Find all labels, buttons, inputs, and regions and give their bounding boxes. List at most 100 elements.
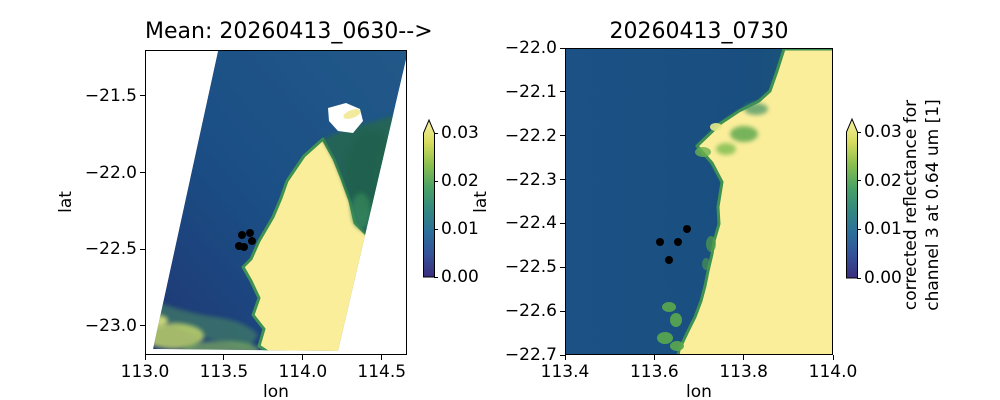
mangrove-patch bbox=[744, 103, 768, 115]
colorbar-left bbox=[423, 118, 435, 278]
colorbar-tick-mark bbox=[434, 180, 438, 182]
gulf-deep-patch bbox=[346, 131, 396, 211]
data-point-marker bbox=[682, 224, 691, 233]
y-tick-label: −22.6 bbox=[504, 301, 557, 322]
y-tick-label: −22.1 bbox=[504, 81, 557, 102]
x-tick-label: 114.0 bbox=[808, 362, 858, 382]
x-tick-mark bbox=[832, 355, 834, 360]
colorbar-tick-mark bbox=[434, 228, 438, 230]
coastal-islet bbox=[702, 258, 710, 270]
island-sliver bbox=[343, 109, 361, 119]
y-tick-label: −21.5 bbox=[84, 85, 137, 106]
x-tick-mark bbox=[743, 355, 745, 360]
coastal-islet bbox=[657, 332, 673, 344]
colorbar-tick-mark bbox=[857, 228, 861, 230]
x-tick-label: 113.8 bbox=[719, 362, 768, 382]
plot-title-left: Mean: 20260413_0630--> bbox=[145, 19, 433, 44]
coastal-reflectance-map bbox=[566, 49, 832, 354]
data-point-marker bbox=[238, 230, 247, 239]
yaxis-label-right: lat bbox=[471, 191, 491, 213]
coastal-islet bbox=[670, 341, 684, 351]
y-tick-mark bbox=[139, 248, 145, 250]
colorbar-label: corrected reflectance for channel 3 at 0… bbox=[900, 99, 944, 310]
x-tick-label: 114.5 bbox=[357, 362, 407, 382]
colorbar-tick-label: 0.01 bbox=[864, 219, 902, 240]
y-tick-mark bbox=[559, 266, 565, 268]
x-tick-label: 113.0 bbox=[120, 362, 170, 382]
colorbar-tick-label: 0.02 bbox=[864, 170, 902, 191]
colorbar-tick-mark bbox=[857, 131, 861, 133]
colorbar-tick-mark bbox=[857, 180, 861, 182]
colorbar-tick-mark bbox=[434, 276, 438, 278]
x-tick-label: 114.0 bbox=[278, 362, 328, 382]
colorbar-label-line1: corrected reflectance for bbox=[901, 99, 921, 311]
colorbar-tick-label: 0.03 bbox=[864, 122, 902, 142]
data-point-marker bbox=[673, 237, 682, 246]
x-tick-mark bbox=[144, 355, 146, 360]
y-tick-mark bbox=[559, 310, 565, 312]
x-tick-mark bbox=[564, 355, 566, 360]
turbid-water-streak bbox=[153, 299, 258, 347]
map-axes-right bbox=[565, 48, 833, 355]
y-tick-label: −22.0 bbox=[504, 38, 557, 58]
data-point-marker bbox=[246, 229, 255, 238]
y-tick-mark bbox=[559, 179, 565, 181]
data-point-marker bbox=[239, 243, 248, 252]
data-point-marker bbox=[655, 237, 664, 246]
mangrove-patch bbox=[730, 126, 758, 142]
data-point-marker bbox=[235, 241, 244, 250]
y-tick-mark bbox=[139, 325, 145, 327]
y-tick-label: −22.5 bbox=[84, 239, 137, 260]
y-tick-label: −22.7 bbox=[504, 345, 557, 365]
x-tick-label: 113.6 bbox=[629, 362, 679, 382]
colorbar-tick-label: 0.02 bbox=[441, 171, 479, 191]
y-tick-mark bbox=[559, 222, 565, 224]
map-axes-left bbox=[145, 50, 407, 355]
bright-shoal bbox=[710, 123, 722, 131]
xaxis-label-left: lon bbox=[263, 382, 289, 400]
data-point-marker bbox=[247, 237, 256, 246]
y-tick-label: −22.0 bbox=[84, 162, 137, 183]
colorbar-gradient bbox=[423, 118, 435, 278]
coastal-islet bbox=[662, 302, 676, 312]
y-tick-mark bbox=[559, 91, 565, 93]
colorbar-tick-label: 0.01 bbox=[441, 219, 479, 239]
y-tick-label: −22.3 bbox=[504, 169, 557, 190]
y-tick-mark bbox=[139, 95, 145, 97]
colorbar-tick-mark bbox=[434, 132, 438, 134]
data-point-marker bbox=[664, 255, 673, 264]
turbid-water-patch bbox=[153, 323, 204, 349]
x-tick-mark bbox=[381, 355, 383, 360]
colorbar-right bbox=[846, 117, 858, 279]
y-tick-label: −22.4 bbox=[504, 213, 557, 234]
colorbar-tick-label: 0.00 bbox=[441, 267, 479, 287]
x-tick-mark bbox=[653, 355, 655, 360]
yaxis-label-left: lat bbox=[56, 191, 76, 213]
coastal-islet bbox=[706, 236, 716, 252]
satellite-swath-map bbox=[153, 51, 406, 351]
y-tick-label: −23.0 bbox=[84, 315, 137, 336]
coastal-islet bbox=[670, 313, 682, 327]
colorbar-gradient bbox=[846, 117, 858, 279]
x-tick-label: 113.4 bbox=[540, 362, 590, 382]
y-tick-mark bbox=[559, 135, 565, 137]
y-tick-mark bbox=[559, 47, 565, 49]
cape-fringe bbox=[695, 147, 711, 157]
xaxis-label-right: lon bbox=[686, 382, 712, 400]
plot-title-right: 20260413_0730 bbox=[609, 19, 789, 44]
x-tick-mark bbox=[302, 355, 304, 360]
colorbar-label-line2: channel 3 at 0.64 um [1] bbox=[923, 99, 943, 311]
mangrove-patch bbox=[716, 143, 736, 155]
colorbar-tick-label: 0.03 bbox=[441, 123, 479, 143]
y-tick-mark bbox=[139, 172, 145, 174]
x-tick-label: 113.5 bbox=[199, 362, 249, 382]
colorbar-tick-mark bbox=[857, 277, 861, 279]
turbid-water-patch bbox=[153, 315, 168, 327]
colorbar-tick-label: 0.00 bbox=[864, 268, 902, 288]
x-tick-mark bbox=[223, 355, 225, 360]
y-tick-label: −22.5 bbox=[504, 257, 557, 278]
y-tick-label: −22.2 bbox=[504, 125, 557, 146]
gulf-mottle bbox=[351, 193, 371, 229]
y-tick-mark bbox=[559, 354, 565, 356]
